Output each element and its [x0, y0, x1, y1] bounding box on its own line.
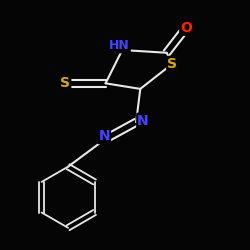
Text: N: N — [98, 129, 110, 143]
Text: S: S — [60, 76, 70, 90]
Text: N: N — [137, 114, 149, 128]
Text: S: S — [167, 57, 177, 71]
Text: HN: HN — [109, 39, 130, 52]
Text: O: O — [180, 21, 192, 35]
